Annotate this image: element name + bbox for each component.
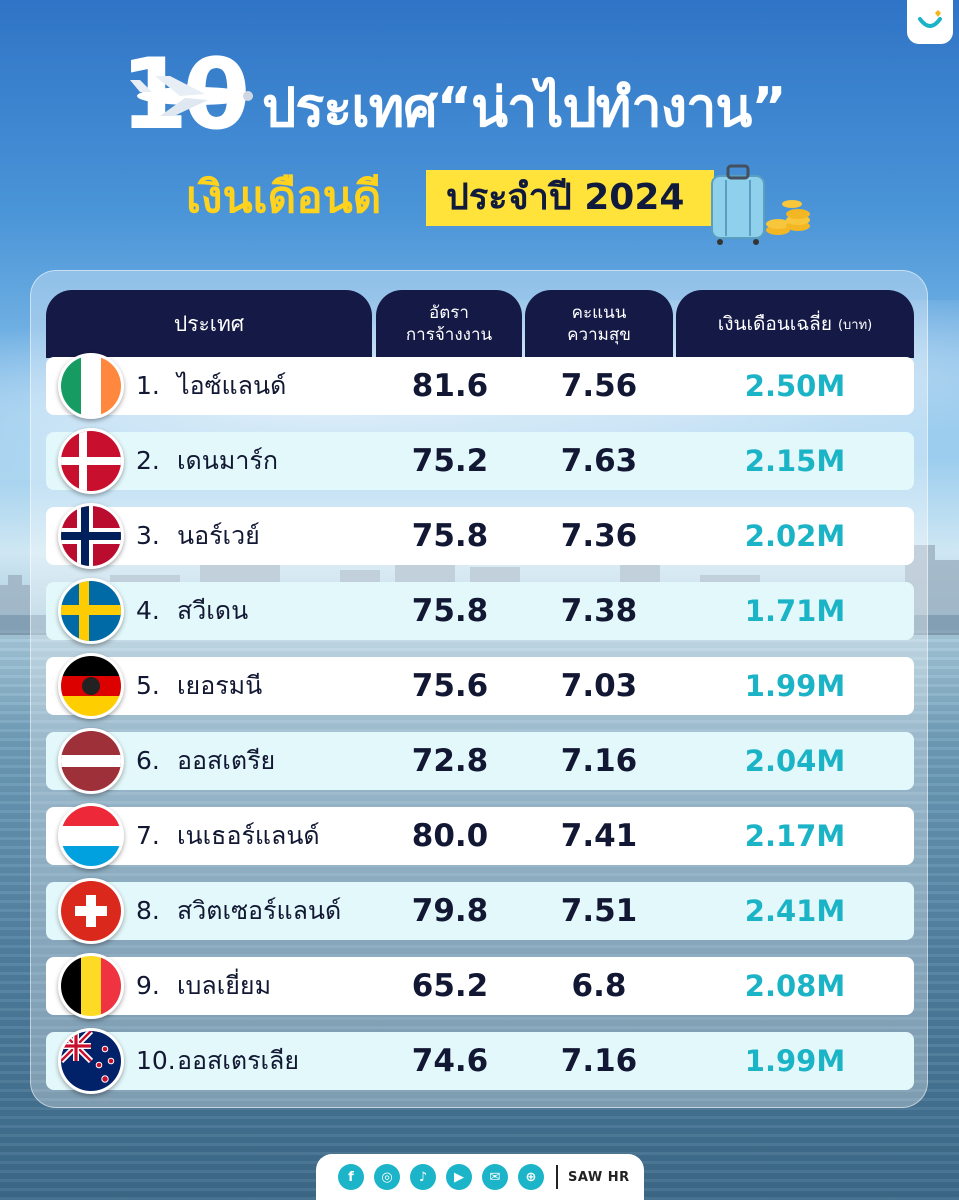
row-rank: 8. <box>136 896 160 925</box>
row-salary: 2.02M <box>744 519 846 553</box>
smile-logo-icon <box>918 10 942 28</box>
luxembourg-flag-icon <box>58 803 124 869</box>
row-salary: 2.17M <box>744 819 846 853</box>
row-employment: 72.8 <box>411 743 489 779</box>
header-employment: อัตรา การจ้างงาน <box>376 290 522 358</box>
row-employment: 75.2 <box>411 443 489 479</box>
row-salary: 1.99M <box>744 669 846 703</box>
row-rank: 7. <box>136 821 160 850</box>
row-country: เยอรมนี <box>177 671 263 700</box>
row-employment: 74.6 <box>411 1043 489 1079</box>
footer-brand: SAW HR <box>568 1169 630 1185</box>
row-salary: 1.71M <box>744 594 846 628</box>
header-salary-unit: (บาท) <box>837 317 873 333</box>
header-happiness-line1: คะแนน <box>571 303 627 323</box>
row-happiness: 7.56 <box>560 368 638 404</box>
germany-flag-icon <box>58 653 124 719</box>
table-row: 1. ไอซ์แลนด์ 81.6 7.56 2.50M <box>46 353 914 419</box>
title-main: ประเทศ“น่าไปทำงาน” <box>262 76 787 139</box>
table-row: 10. ออสเตรเลีย 74.6 7.16 1.99M <box>46 1028 914 1094</box>
row-rank: 6. <box>136 746 160 775</box>
row-happiness: 7.16 <box>560 1043 638 1079</box>
row-happiness: 7.16 <box>560 743 638 779</box>
header-happiness: คะแนน ความสุข <box>525 290 673 358</box>
row-rank: 10. <box>136 1046 176 1075</box>
row-rank: 4. <box>136 596 160 625</box>
youtube-icon[interactable]: ▶ <box>446 1164 472 1190</box>
table-row: 8. สวิตเซอร์แลนด์ 79.8 7.51 2.41M <box>46 878 914 944</box>
subtitle-good-salary: เงินเดือนดี <box>186 172 382 223</box>
row-country: นอร์เวย์ <box>177 521 260 550</box>
row-country: สวีเดน <box>177 596 249 625</box>
row-happiness: 7.36 <box>560 518 638 554</box>
sweden-flag-icon <box>58 578 124 644</box>
denmark-flag-icon <box>58 428 124 494</box>
row-employment: 80.0 <box>411 818 489 854</box>
row-happiness: 7.41 <box>560 818 638 854</box>
header-happiness-line2: ความสุข <box>567 325 631 345</box>
row-salary: 2.04M <box>744 744 846 778</box>
table-row: 7. เนเธอร์แลนด์ 80.0 7.41 2.17M <box>46 803 914 869</box>
table-row: 3. นอร์เวย์ 75.8 7.36 2.02M <box>46 503 914 569</box>
header-salary: เงินเดือนเฉลี่ย (บาท) <box>676 290 914 358</box>
row-happiness: 7.63 <box>560 443 638 479</box>
header-employment-line2: การจ้างงาน <box>405 325 493 345</box>
row-salary: 2.15M <box>744 444 846 478</box>
row-country: เนเธอร์แลนด์ <box>177 821 320 850</box>
row-country: ออสเตรีย <box>177 746 276 775</box>
airplane-icon <box>130 76 253 116</box>
header-employment-line1: อัตรา <box>429 303 469 323</box>
row-employment: 75.6 <box>411 668 489 704</box>
row-rank: 1. <box>136 371 160 400</box>
ireland-flag-icon <box>58 353 124 419</box>
footer-divider <box>556 1165 558 1189</box>
suitcase-coins-icon <box>711 164 810 245</box>
row-happiness: 6.8 <box>571 968 627 1004</box>
header-country: ประเทศ <box>46 290 372 358</box>
website-icon[interactable]: ⊕ <box>518 1164 544 1190</box>
latvia-flag-icon <box>58 728 124 794</box>
row-employment: 79.8 <box>411 893 489 929</box>
table-row: 2. เดนมาร์ก 75.2 7.63 2.15M <box>46 428 914 494</box>
row-country: เดนมาร์ก <box>177 446 278 475</box>
subtitle-row: เงินเดือนดี ประจำปี 2024 <box>0 164 959 245</box>
row-country: เบลเยี่ยม <box>177 971 272 1000</box>
instagram-icon[interactable]: ◎ <box>374 1164 400 1190</box>
title-row: 10 ประเทศ“น่าไปทำงาน” <box>0 40 959 150</box>
new-zealand-flag-icon <box>58 1028 124 1094</box>
row-happiness: 7.03 <box>560 668 638 704</box>
tiktok-icon[interactable]: ♪ <box>410 1164 436 1190</box>
header-country-label: ประเทศ <box>173 311 245 336</box>
row-salary: 2.08M <box>744 969 846 1003</box>
row-salary: 1.99M <box>744 1044 846 1078</box>
table-row: 9. เบลเยี่ยม 65.2 6.8 2.08M <box>46 953 914 1019</box>
belgium-flag-icon <box>58 953 124 1019</box>
row-employment: 65.2 <box>411 968 489 1004</box>
switzerland-flag-icon <box>58 878 124 944</box>
header-salary-label: เงินเดือนเฉลี่ย <box>717 313 832 335</box>
row-rank: 9. <box>136 971 160 1000</box>
row-employment: 75.8 <box>411 518 489 554</box>
row-rank: 2. <box>136 446 160 475</box>
social-footer: f ◎ ♪ ▶ ✉ ⊕ SAW HR <box>316 1154 644 1200</box>
facebook-icon[interactable]: f <box>338 1164 364 1190</box>
row-rank: 3. <box>136 521 160 550</box>
row-country: สวิตเซอร์แลนด์ <box>177 896 342 925</box>
row-happiness: 7.38 <box>560 593 638 629</box>
row-salary: 2.50M <box>744 369 846 403</box>
subtitle-year-badge: ประจำปี 2024 <box>426 170 714 226</box>
line-icon[interactable]: ✉ <box>482 1164 508 1190</box>
row-happiness: 7.51 <box>560 893 638 929</box>
norway-flag-icon <box>58 503 124 569</box>
row-country: ออสเตรเลีย <box>177 1046 300 1075</box>
table-row: 5. เยอรมนี 75.6 7.03 1.99M <box>46 653 914 719</box>
brand-logo-badge <box>907 0 953 44</box>
row-country: ไอซ์แลนด์ <box>177 371 287 400</box>
row-rank: 5. <box>136 671 160 700</box>
row-employment: 75.8 <box>411 593 489 629</box>
row-salary: 2.41M <box>744 894 846 928</box>
table-row: 6. ออสเตรีย 72.8 7.16 2.04M <box>46 728 914 794</box>
table-row: 4. สวีเดน 75.8 7.38 1.71M <box>46 578 914 644</box>
row-employment: 81.6 <box>411 368 489 404</box>
